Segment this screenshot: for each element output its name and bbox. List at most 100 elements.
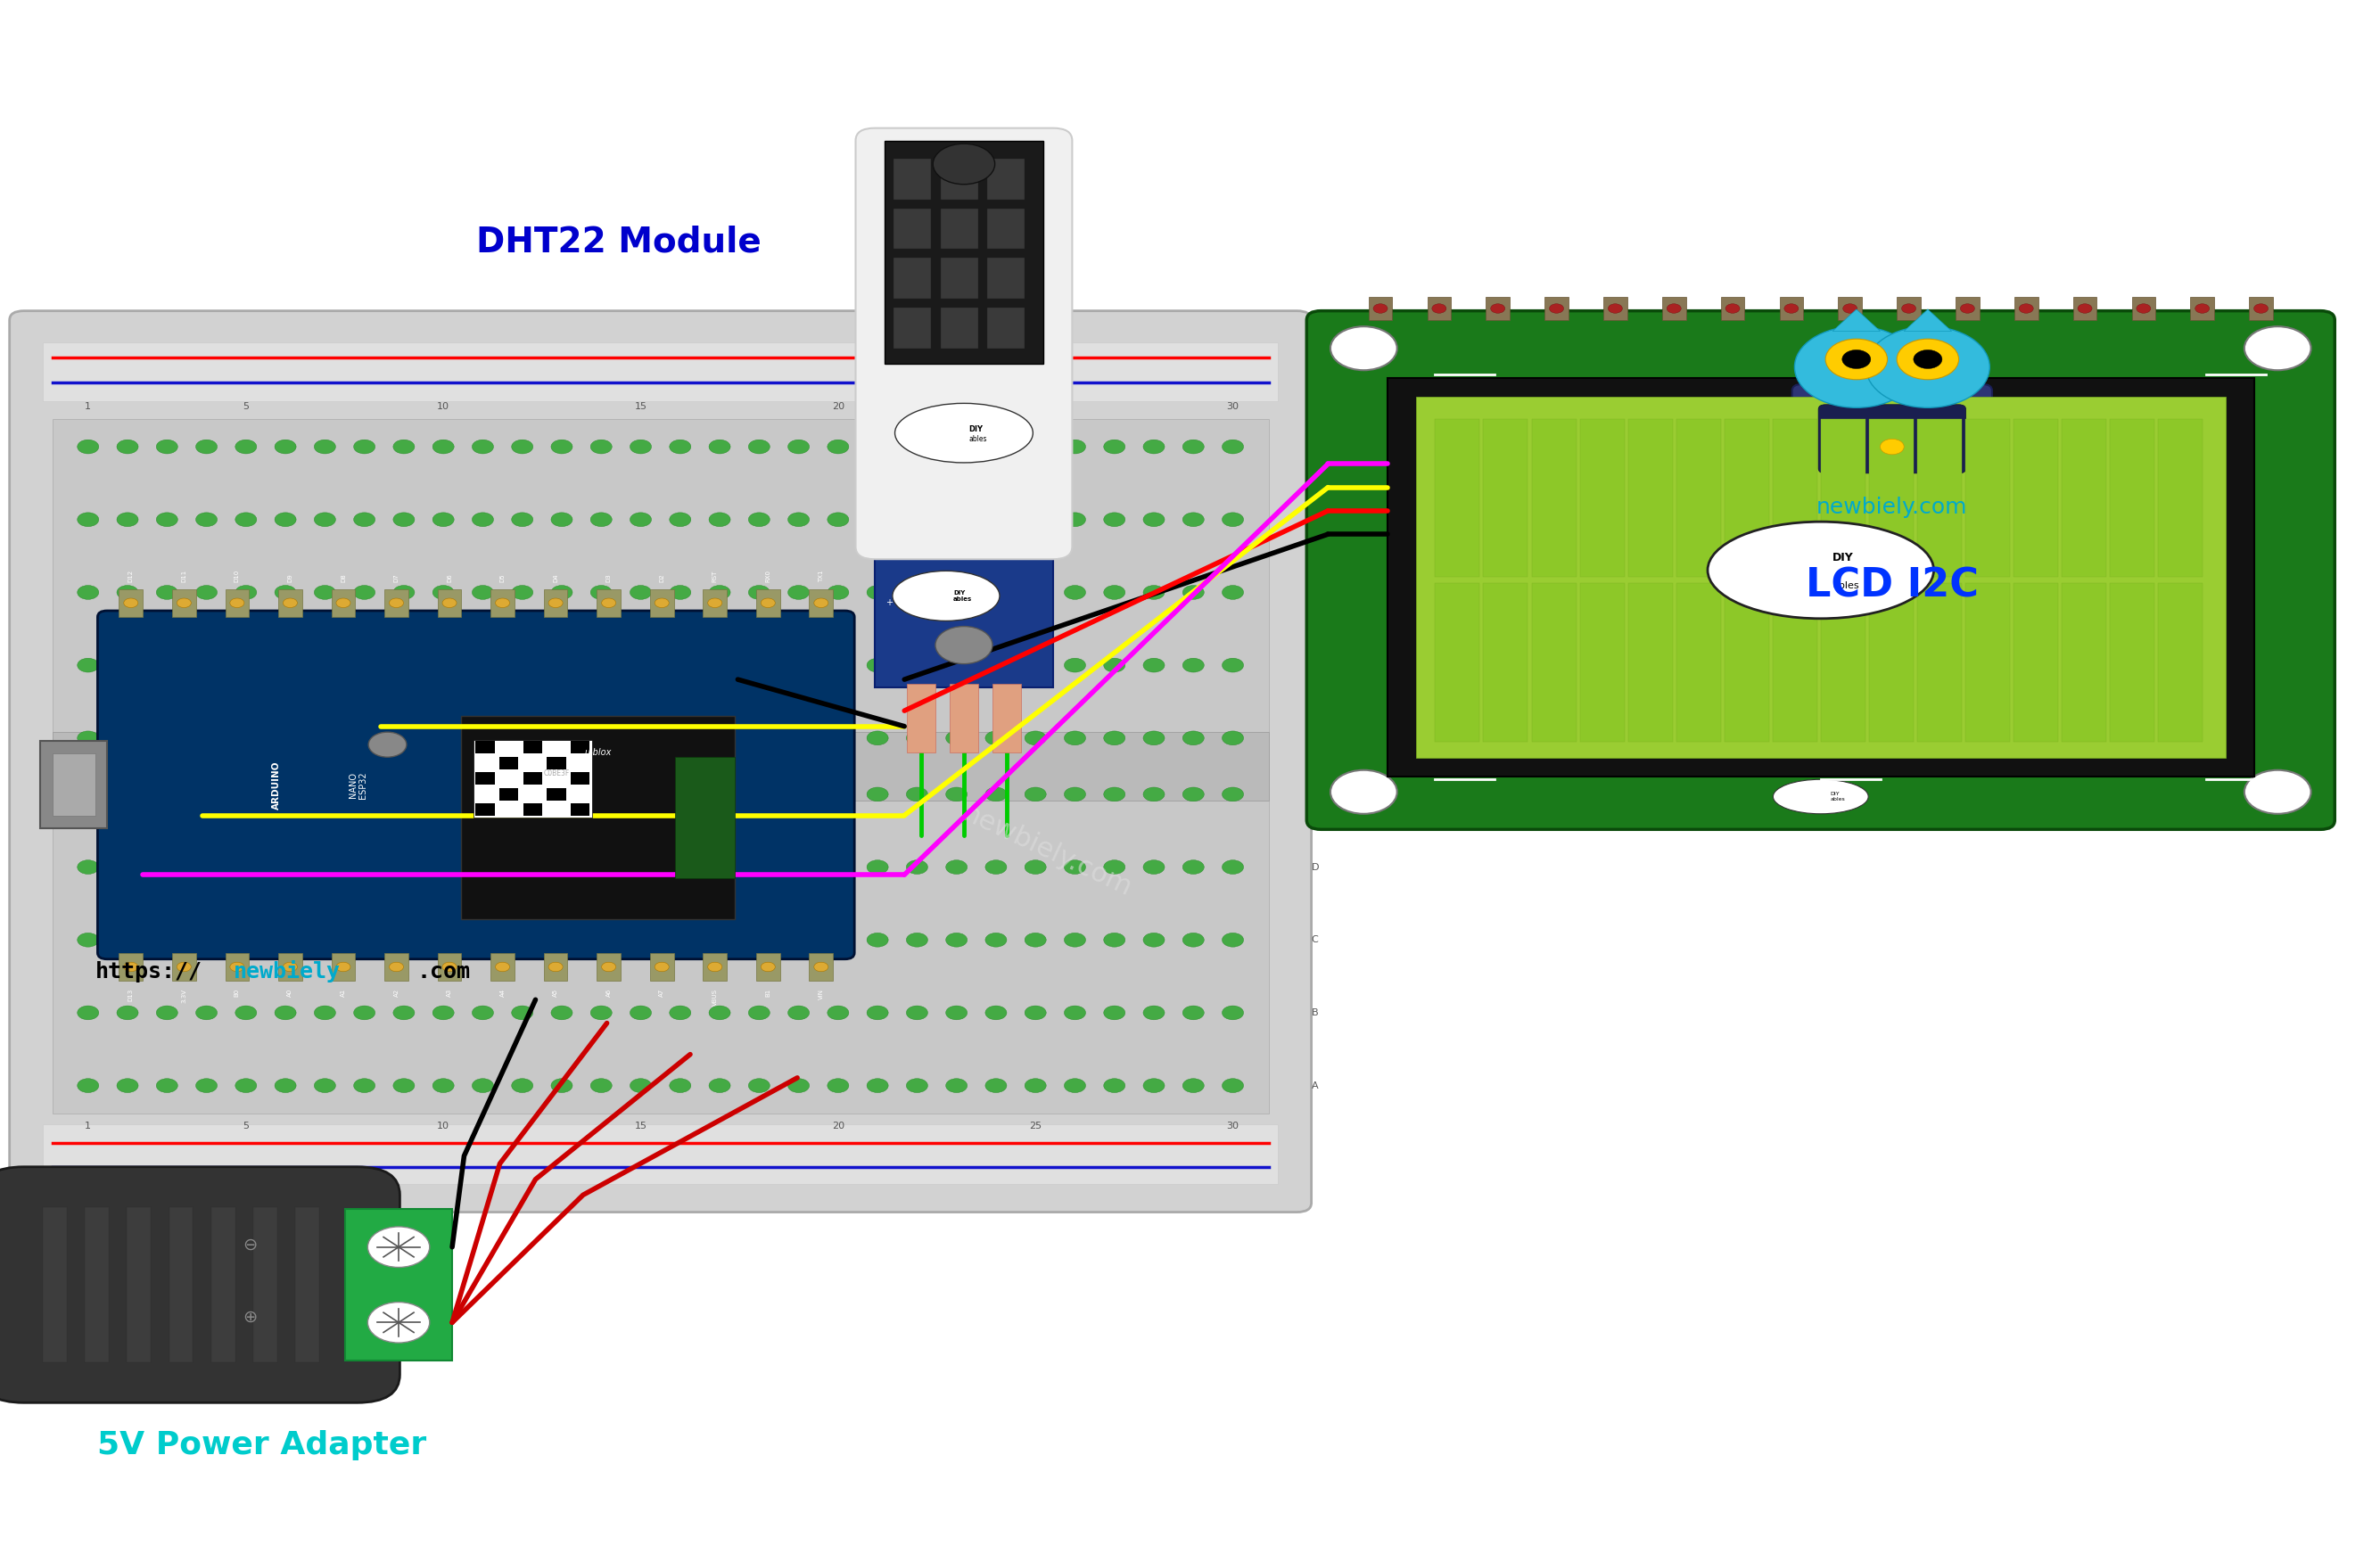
Bar	[543, 953, 566, 981]
Circle shape	[985, 1078, 1007, 1093]
Circle shape	[195, 512, 217, 526]
Circle shape	[1223, 1078, 1245, 1093]
Text: A3: A3	[447, 989, 452, 997]
Text: 3.3V: 3.3V	[181, 989, 186, 1003]
Bar	[345, 1209, 452, 1361]
Circle shape	[355, 861, 376, 875]
Circle shape	[176, 598, 190, 608]
Bar	[547, 789, 566, 800]
Ellipse shape	[1773, 779, 1868, 814]
Bar	[992, 684, 1021, 753]
Circle shape	[552, 1006, 574, 1020]
Circle shape	[1104, 512, 1126, 526]
Circle shape	[907, 933, 928, 947]
Text: D8: D8	[340, 573, 345, 583]
Circle shape	[274, 933, 295, 947]
Circle shape	[314, 440, 336, 455]
Bar	[40, 742, 107, 828]
Circle shape	[393, 512, 414, 526]
Bar	[1628, 583, 1673, 742]
Circle shape	[654, 598, 669, 608]
Circle shape	[433, 933, 455, 947]
Circle shape	[631, 586, 652, 600]
Ellipse shape	[1709, 522, 1933, 619]
Circle shape	[1183, 861, 1204, 875]
Text: 5: 5	[243, 1122, 250, 1131]
Bar	[1821, 583, 1866, 742]
Circle shape	[2254, 305, 2268, 314]
Circle shape	[236, 440, 257, 455]
Circle shape	[1142, 787, 1164, 801]
Text: A0: A0	[288, 989, 293, 997]
Circle shape	[393, 731, 414, 745]
Bar	[876, 547, 1054, 687]
Circle shape	[866, 1078, 888, 1093]
Circle shape	[1104, 933, 1126, 947]
Bar	[2073, 297, 2097, 320]
Circle shape	[1880, 439, 1904, 455]
Text: 5: 5	[243, 401, 250, 411]
Bar	[1837, 297, 1861, 320]
Text: RX0: RX0	[766, 570, 771, 583]
Circle shape	[471, 586, 493, 600]
Circle shape	[274, 787, 295, 801]
Bar	[169, 1207, 193, 1362]
Circle shape	[1795, 326, 1918, 408]
Circle shape	[985, 787, 1007, 801]
Circle shape	[117, 512, 138, 526]
Circle shape	[669, 512, 690, 526]
Circle shape	[788, 586, 809, 600]
Bar	[1773, 583, 1818, 742]
Bar	[885, 141, 1045, 364]
Bar	[2111, 419, 2154, 576]
Bar	[386, 953, 409, 981]
Circle shape	[1223, 586, 1245, 600]
Circle shape	[1142, 512, 1164, 526]
Text: 10: 10	[438, 401, 450, 411]
Bar	[1416, 397, 2225, 758]
Circle shape	[1142, 731, 1164, 745]
Bar	[2159, 583, 2204, 742]
Text: VBUS: VBUS	[712, 989, 719, 1006]
Bar	[2013, 419, 2059, 576]
Circle shape	[76, 440, 98, 455]
Circle shape	[631, 658, 652, 672]
FancyBboxPatch shape	[0, 1167, 400, 1403]
Circle shape	[1026, 512, 1047, 526]
Circle shape	[1104, 658, 1126, 672]
Circle shape	[512, 861, 533, 875]
Circle shape	[1026, 586, 1047, 600]
Text: newbiely.com: newbiely.com	[1816, 497, 1968, 519]
Circle shape	[1064, 440, 1085, 455]
Circle shape	[945, 512, 966, 526]
Circle shape	[669, 933, 690, 947]
Circle shape	[907, 861, 928, 875]
Bar	[500, 758, 519, 769]
Circle shape	[1549, 305, 1564, 314]
Circle shape	[552, 658, 574, 672]
Circle shape	[1825, 339, 1887, 380]
Circle shape	[945, 440, 966, 455]
Circle shape	[985, 731, 1007, 745]
Circle shape	[512, 731, 533, 745]
Bar	[543, 589, 566, 617]
Circle shape	[788, 933, 809, 947]
Circle shape	[1842, 350, 1871, 369]
Text: 10: 10	[438, 1122, 450, 1131]
Text: ables: ables	[969, 436, 988, 444]
Bar	[1676, 583, 1721, 742]
Bar	[895, 208, 931, 248]
Bar	[597, 953, 621, 981]
Circle shape	[602, 962, 616, 972]
Circle shape	[788, 731, 809, 745]
Circle shape	[828, 440, 850, 455]
Circle shape	[433, 1006, 455, 1020]
Circle shape	[195, 933, 217, 947]
Circle shape	[443, 962, 457, 972]
Circle shape	[471, 787, 493, 801]
Circle shape	[828, 933, 850, 947]
Bar	[2249, 297, 2273, 320]
Bar	[524, 772, 543, 784]
Circle shape	[866, 861, 888, 875]
Circle shape	[1183, 933, 1204, 947]
